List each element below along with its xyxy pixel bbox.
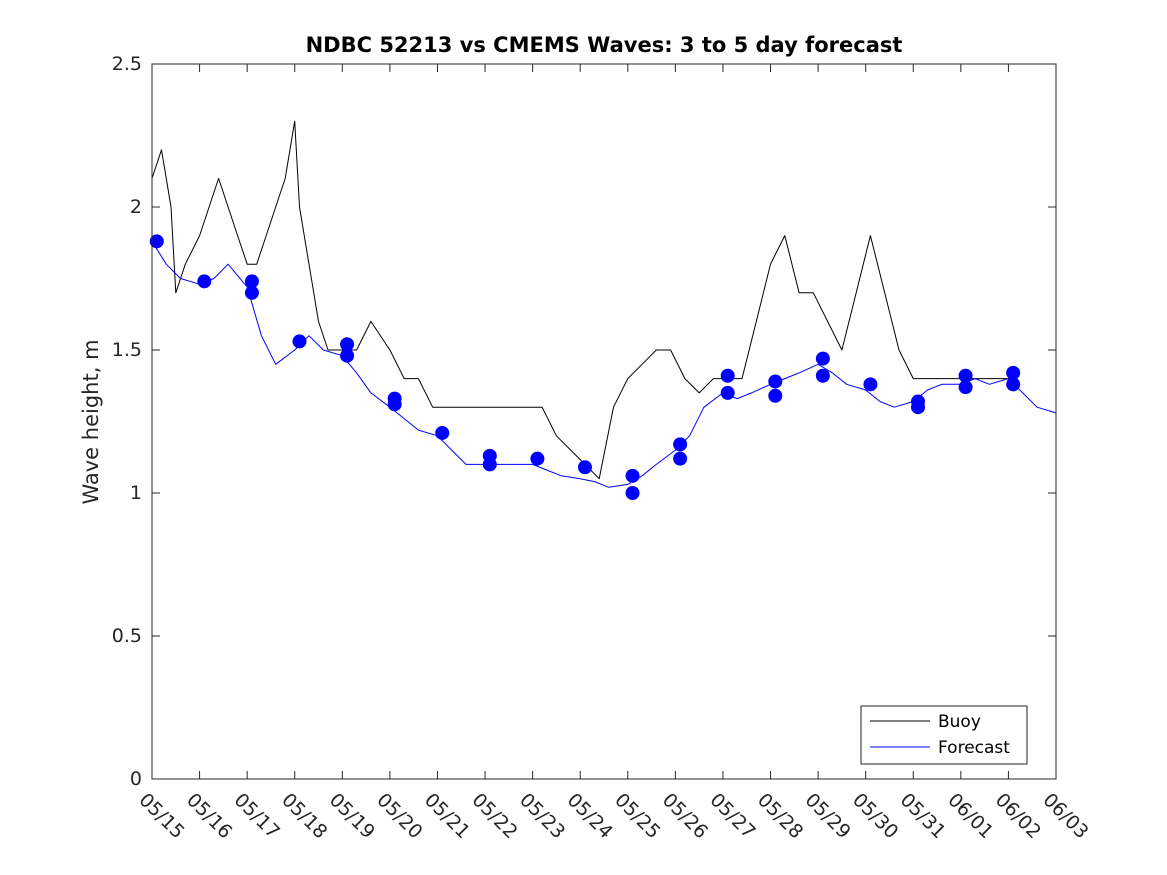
forecast-marker xyxy=(244,274,259,289)
chart-title: NDBC 52213 vs CMEMS Waves: 3 to 5 day fo… xyxy=(306,33,903,57)
forecast-marker xyxy=(768,388,783,403)
legend-box xyxy=(860,705,1028,765)
forecast-marker xyxy=(387,397,402,412)
forecast-marker xyxy=(673,451,688,466)
forecast-marker xyxy=(815,351,830,366)
y-tick-label: 0 xyxy=(130,768,142,790)
y-tick-label: 0.5 xyxy=(112,625,142,647)
forecast-marker xyxy=(244,285,259,300)
forecast-marker xyxy=(768,374,783,389)
forecast-marker xyxy=(720,385,735,400)
forecast-marker xyxy=(625,486,640,500)
forecast-marker xyxy=(197,274,212,289)
forecast-marker xyxy=(435,425,450,440)
y-tick-label: 1 xyxy=(130,482,142,504)
plot-area xyxy=(149,120,1057,500)
y-tick-label: 2 xyxy=(130,196,142,218)
forecast-marker xyxy=(340,337,355,352)
forecast-marker xyxy=(958,380,973,395)
forecast-marker xyxy=(1006,365,1021,380)
forecast-marker xyxy=(673,437,688,452)
forecast-marker xyxy=(1006,377,1021,392)
forecast-marker xyxy=(577,460,592,475)
forecast-marker xyxy=(958,368,973,383)
forecast-marker xyxy=(482,457,497,472)
forecast-marker xyxy=(149,234,164,249)
forecast-marker xyxy=(863,377,878,392)
forecast-marker xyxy=(530,451,545,466)
series-line-buoy xyxy=(151,120,1014,480)
y-tick-label: 2.5 xyxy=(112,53,142,75)
forecast-marker xyxy=(815,368,830,383)
y-axis-label: Wave height, m xyxy=(79,339,103,504)
forecast-marker xyxy=(292,334,307,349)
legend: Buoy Forecast xyxy=(860,705,1028,765)
forecast-marker xyxy=(911,400,926,415)
forecast-marker xyxy=(625,468,640,483)
legend-label-buoy: Buoy xyxy=(938,712,981,732)
legend-label-forecast: Forecast xyxy=(938,738,1010,758)
forecast-marker xyxy=(720,368,735,383)
forecast-marker xyxy=(340,348,355,363)
axes-box xyxy=(151,63,1057,780)
y-tick-label: 1.5 xyxy=(112,339,142,361)
